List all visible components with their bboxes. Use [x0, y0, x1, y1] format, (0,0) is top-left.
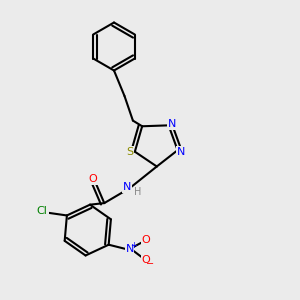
Text: N: N — [168, 119, 176, 129]
Text: S: S — [126, 147, 133, 157]
Text: N: N — [123, 182, 132, 192]
Text: O: O — [88, 174, 97, 184]
Text: O: O — [141, 235, 150, 245]
Text: +: + — [130, 241, 137, 250]
Text: N: N — [177, 147, 185, 157]
Text: O: O — [141, 255, 150, 265]
Text: H: H — [134, 187, 142, 197]
Text: N: N — [125, 244, 134, 254]
Text: Cl: Cl — [37, 206, 48, 216]
Text: −: − — [146, 259, 154, 269]
